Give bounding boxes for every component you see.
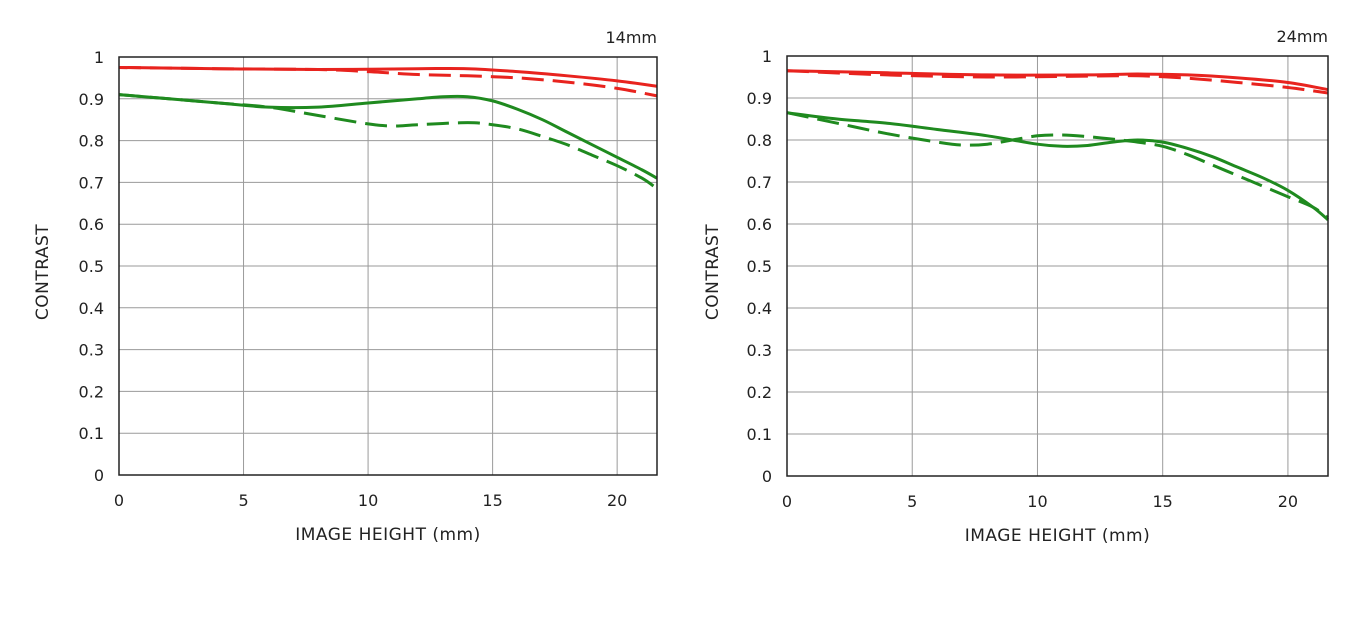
y-tick-label: 0.5 — [747, 257, 772, 276]
y-tick-label: 0 — [94, 466, 104, 485]
plot-frame — [786, 55, 1329, 477]
y-tick-label: 0.3 — [747, 341, 772, 360]
y-axis-label: CONTRAST — [33, 224, 53, 320]
chart-panel-1: 00.10.20.30.40.50.60.70.80.910 5 10 15 2014m… — [33, 28, 658, 545]
x-axis-label: IMAGE HEIGHT (mm) — [965, 526, 1151, 546]
chart-title: 24mm — [1276, 27, 1328, 46]
series-line-green-solid — [118, 93, 658, 180]
y-tick-label: 0.2 — [79, 382, 104, 401]
y-tick-label: 0.3 — [79, 341, 104, 360]
y-tick-label: 0.4 — [79, 299, 104, 318]
x-tick-label: 0 — [114, 491, 124, 510]
y-tick-label: 0.4 — [747, 299, 772, 318]
y-tick-label: 0.8 — [79, 132, 104, 151]
x-tick-label: 0 — [782, 492, 792, 511]
plot-frame — [118, 56, 658, 476]
y-tick-label: 0.9 — [79, 90, 104, 109]
x-tick-label: 5 — [238, 491, 248, 510]
series-line-red-dashed — [786, 69, 1329, 95]
x-tick-label: 20 — [607, 491, 627, 510]
x-tick-label: 15 — [482, 491, 502, 510]
y-axis-label: CONTRAST — [703, 224, 723, 320]
x-axis-label: IMAGE HEIGHT (mm) — [295, 525, 481, 545]
y-tick-label: 0.8 — [747, 131, 772, 150]
y-tick-label: 0.7 — [747, 173, 772, 192]
y-tick-label: 0.7 — [79, 173, 104, 192]
x-tick-label: 10 — [358, 491, 378, 510]
y-tick-label: 0.5 — [79, 257, 104, 276]
y-tick-label: 0.9 — [747, 89, 772, 108]
x-tick-label: 15 — [1153, 492, 1173, 511]
y-tick-label: 0.2 — [747, 383, 772, 402]
y-tick-label: 0.1 — [747, 425, 772, 444]
x-tick-label: 20 — [1278, 492, 1298, 511]
x-tick-label: 5 — [907, 492, 917, 511]
series-line-green-dashed — [118, 93, 658, 190]
chart-panel-2: 00.10.20.30.40.50.60.70.80.910 5 10 15 2024m… — [703, 27, 1329, 546]
series-line-red-dashed — [118, 65, 658, 98]
chart-title: 14mm — [605, 28, 657, 47]
x-tick-label: 10 — [1027, 492, 1047, 511]
y-tick-label: 1 — [762, 47, 772, 66]
y-tick-label: 0.6 — [747, 215, 772, 234]
y-tick-label: 0.1 — [79, 424, 104, 443]
series-line-green-dashed — [786, 111, 1329, 219]
y-tick-label: 0.6 — [79, 215, 104, 234]
y-tick-label: 1 — [94, 48, 104, 67]
y-tick-label: 0 — [762, 467, 772, 486]
series-line-red-solid — [118, 65, 658, 88]
